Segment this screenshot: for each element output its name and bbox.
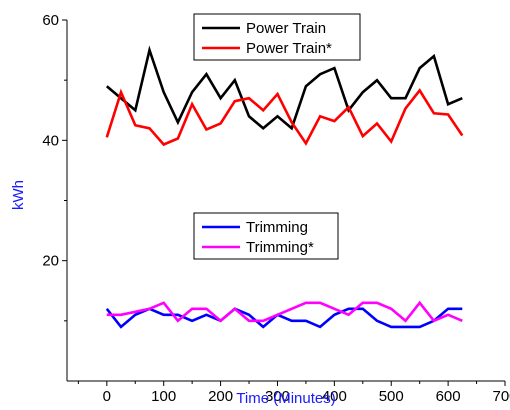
legend-frame xyxy=(193,13,361,61)
legend-label: Trimming xyxy=(246,219,308,236)
x-tick-label: 400 xyxy=(322,388,347,405)
y-tick-label: 60 xyxy=(42,12,59,29)
tick-labels: 0 100 200 300 400 500 600 700 20 40 60 xyxy=(42,12,510,405)
plot-area xyxy=(105,45,464,329)
x-tick-label: 700 xyxy=(492,388,510,405)
series-line-power-train xyxy=(105,88,464,147)
legend-label: Power Train xyxy=(246,20,326,37)
x-tick-label: 200 xyxy=(208,388,233,405)
series-line-trimming xyxy=(105,307,463,329)
x-tick-label: 300 xyxy=(265,388,290,405)
series-line-trimming xyxy=(106,300,463,323)
x-tick-label: 0 xyxy=(103,388,111,405)
legends: Power Train Power Train* Trimming Trimming* xyxy=(193,13,361,260)
series-line-power-train xyxy=(105,45,463,131)
x-tick-label: 600 xyxy=(436,388,461,405)
legend-frame xyxy=(193,212,339,260)
y-tick-label: 40 xyxy=(42,132,59,149)
x-tick-label: 100 xyxy=(151,388,176,405)
legend-label: Trimming* xyxy=(246,239,314,256)
axes xyxy=(62,19,506,386)
y-axis-title: kWh xyxy=(10,180,27,210)
legend-box-2: Trimming Trimming* xyxy=(193,212,339,260)
legend-box-1: Power Train Power Train* xyxy=(193,13,361,61)
x-axis-title: Time (Minutes) xyxy=(236,390,335,407)
y-tick-label: 20 xyxy=(42,253,59,270)
legend-label: Power Train* xyxy=(246,40,332,57)
x-tick-label: 500 xyxy=(379,388,404,405)
